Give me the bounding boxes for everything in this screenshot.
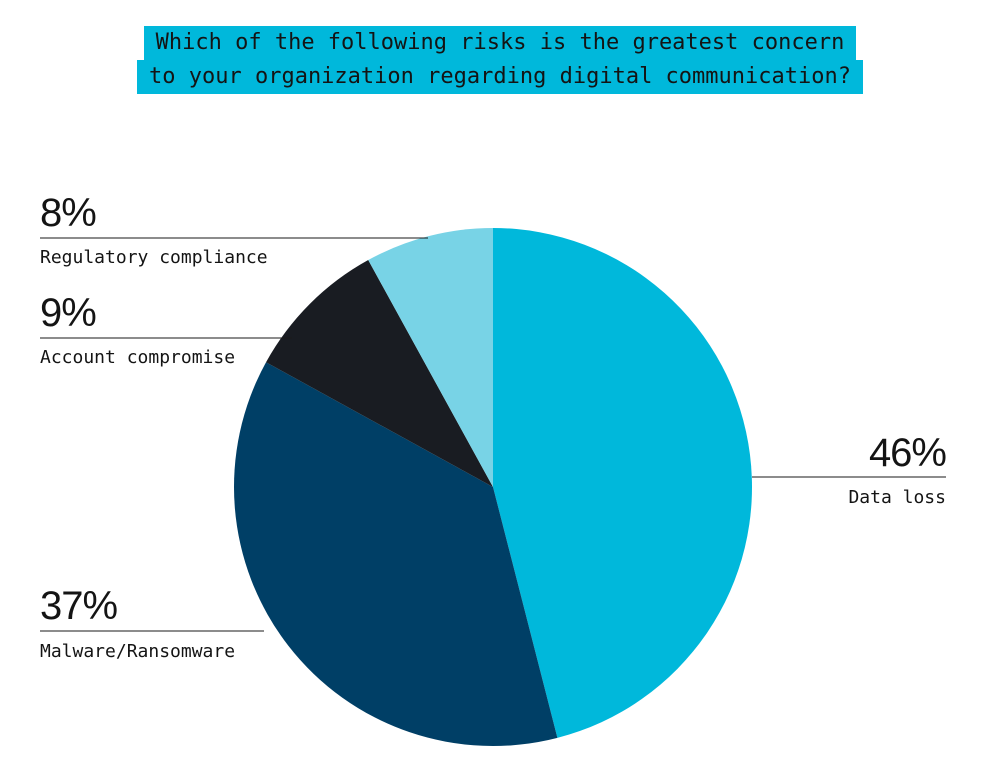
pie-slices — [233, 228, 752, 746]
annotation-malware: 37% Malware/Ransomware — [40, 584, 264, 662]
category-label-malware: Malware/Ransomware — [40, 641, 235, 662]
chart-title-line-2: to your organization regarding digital c… — [137, 60, 863, 94]
category-label-data-loss: Data loss — [848, 487, 946, 508]
category-label-account-compromise: Account compromise — [40, 347, 235, 368]
category-label-regulatory-compliance: Regulatory compliance — [40, 247, 268, 268]
pie-slice-account-compromise — [266, 260, 493, 487]
chart-title: Which of the following risks is the grea… — [0, 26, 1000, 94]
pie-slice-regulatory-compliance — [368, 228, 493, 487]
pie-slice-data-loss — [493, 228, 752, 738]
chart-title-line-1: Which of the following risks is the grea… — [143, 26, 857, 60]
annotation-regulatory-compliance: 8% Regulatory compliance — [40, 191, 428, 268]
pie-slice-malware-ransomware — [233, 362, 558, 746]
value-label-malware: 37% — [40, 584, 117, 628]
value-label-regulatory-compliance: 8% — [40, 191, 96, 235]
value-label-account-compromise: 9% — [40, 291, 96, 335]
annotation-account-compromise: 9% Account compromise — [40, 291, 292, 368]
annotation-data-loss: 46% Data loss — [752, 431, 947, 508]
value-label-data-loss: 46% — [869, 431, 946, 475]
